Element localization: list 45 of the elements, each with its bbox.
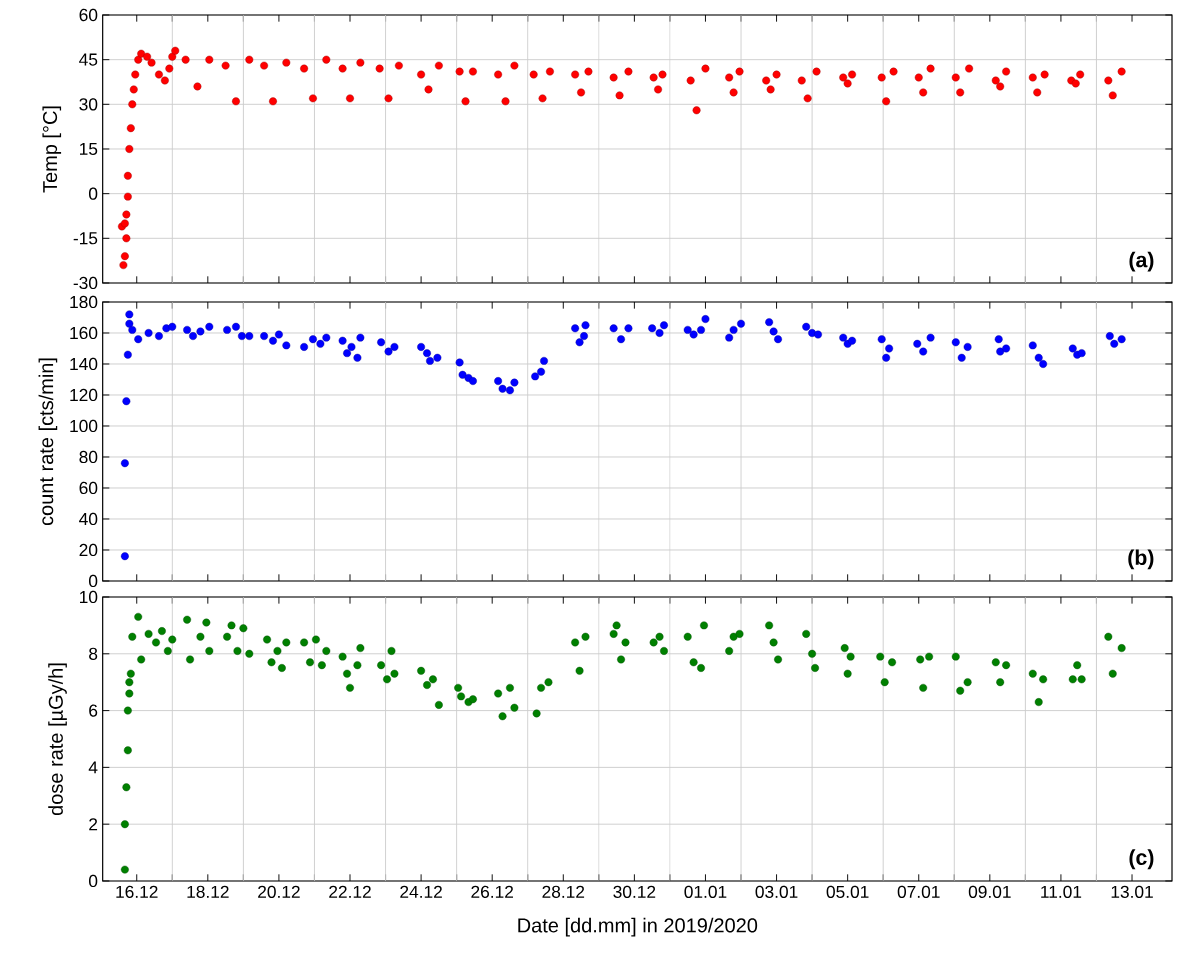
y-tick-label: 120: [70, 388, 98, 402]
x-tick-label: 28.12: [542, 885, 585, 898]
y-tick-label: -30: [73, 276, 98, 290]
y-axis-title: count rate [cts/min]: [38, 358, 58, 526]
x-tick-label: 24.12: [400, 885, 442, 898]
x-tick-label: 22.12: [329, 885, 371, 898]
x-tick-label: 09.01: [968, 885, 1011, 898]
y-tick-label: 6: [89, 704, 98, 717]
x-tick-label: 07.01: [897, 885, 940, 898]
y-tick-label: 45: [79, 53, 98, 66]
x-tick-label: 20.12: [258, 885, 300, 898]
y-tick-label: 40: [79, 512, 98, 526]
x-tick-label: 16.12: [116, 885, 158, 898]
y-tick-label: 4: [88, 761, 98, 774]
y-axis-title: Temp [°C]: [42, 106, 62, 193]
y-tick-label: 15: [80, 142, 98, 156]
y-tick-label: 30: [79, 98, 98, 111]
x-tick-label: 30.12: [613, 885, 656, 898]
y-tick-label: 60: [79, 8, 98, 22]
y-tick-label: 8: [89, 647, 98, 660]
x-tick-label: 03.01: [755, 885, 798, 898]
y-tick-label: 140: [70, 357, 98, 371]
y-tick-label: 60: [79, 481, 98, 495]
y-tick-label: 10: [80, 590, 98, 604]
annotation: (a): [1129, 251, 1154, 272]
y-tick-label: -15: [73, 232, 98, 245]
y-tick-label: 160: [70, 326, 98, 340]
x-tick-label: 11.01: [1041, 885, 1082, 898]
annotation: (c): [1129, 849, 1154, 870]
y-tick-label: 20: [79, 543, 98, 557]
y-tick-label: 0: [88, 187, 98, 200]
y-tick-label: 2: [89, 818, 98, 831]
x-tick-label: 05.01: [826, 885, 869, 898]
y-tick-label: 100: [70, 419, 98, 433]
x-tick-label: 26.12: [471, 885, 513, 898]
annotation: (b): [1128, 549, 1154, 570]
x-tick-label: 01.01: [684, 885, 727, 898]
y-tick-label: 0: [88, 874, 98, 888]
x-axis-title: Date [dd.mm] in 2019/2020: [518, 917, 758, 937]
y-tick-label: 180: [70, 295, 98, 309]
y-tick-label: 80: [79, 450, 98, 464]
y-axis-title: dose rate [µGy/h]: [48, 663, 67, 816]
x-tick-label: 18.12: [187, 885, 229, 898]
y-tick-label: 0: [88, 574, 98, 588]
x-tick-label: 13.01: [1111, 885, 1153, 898]
